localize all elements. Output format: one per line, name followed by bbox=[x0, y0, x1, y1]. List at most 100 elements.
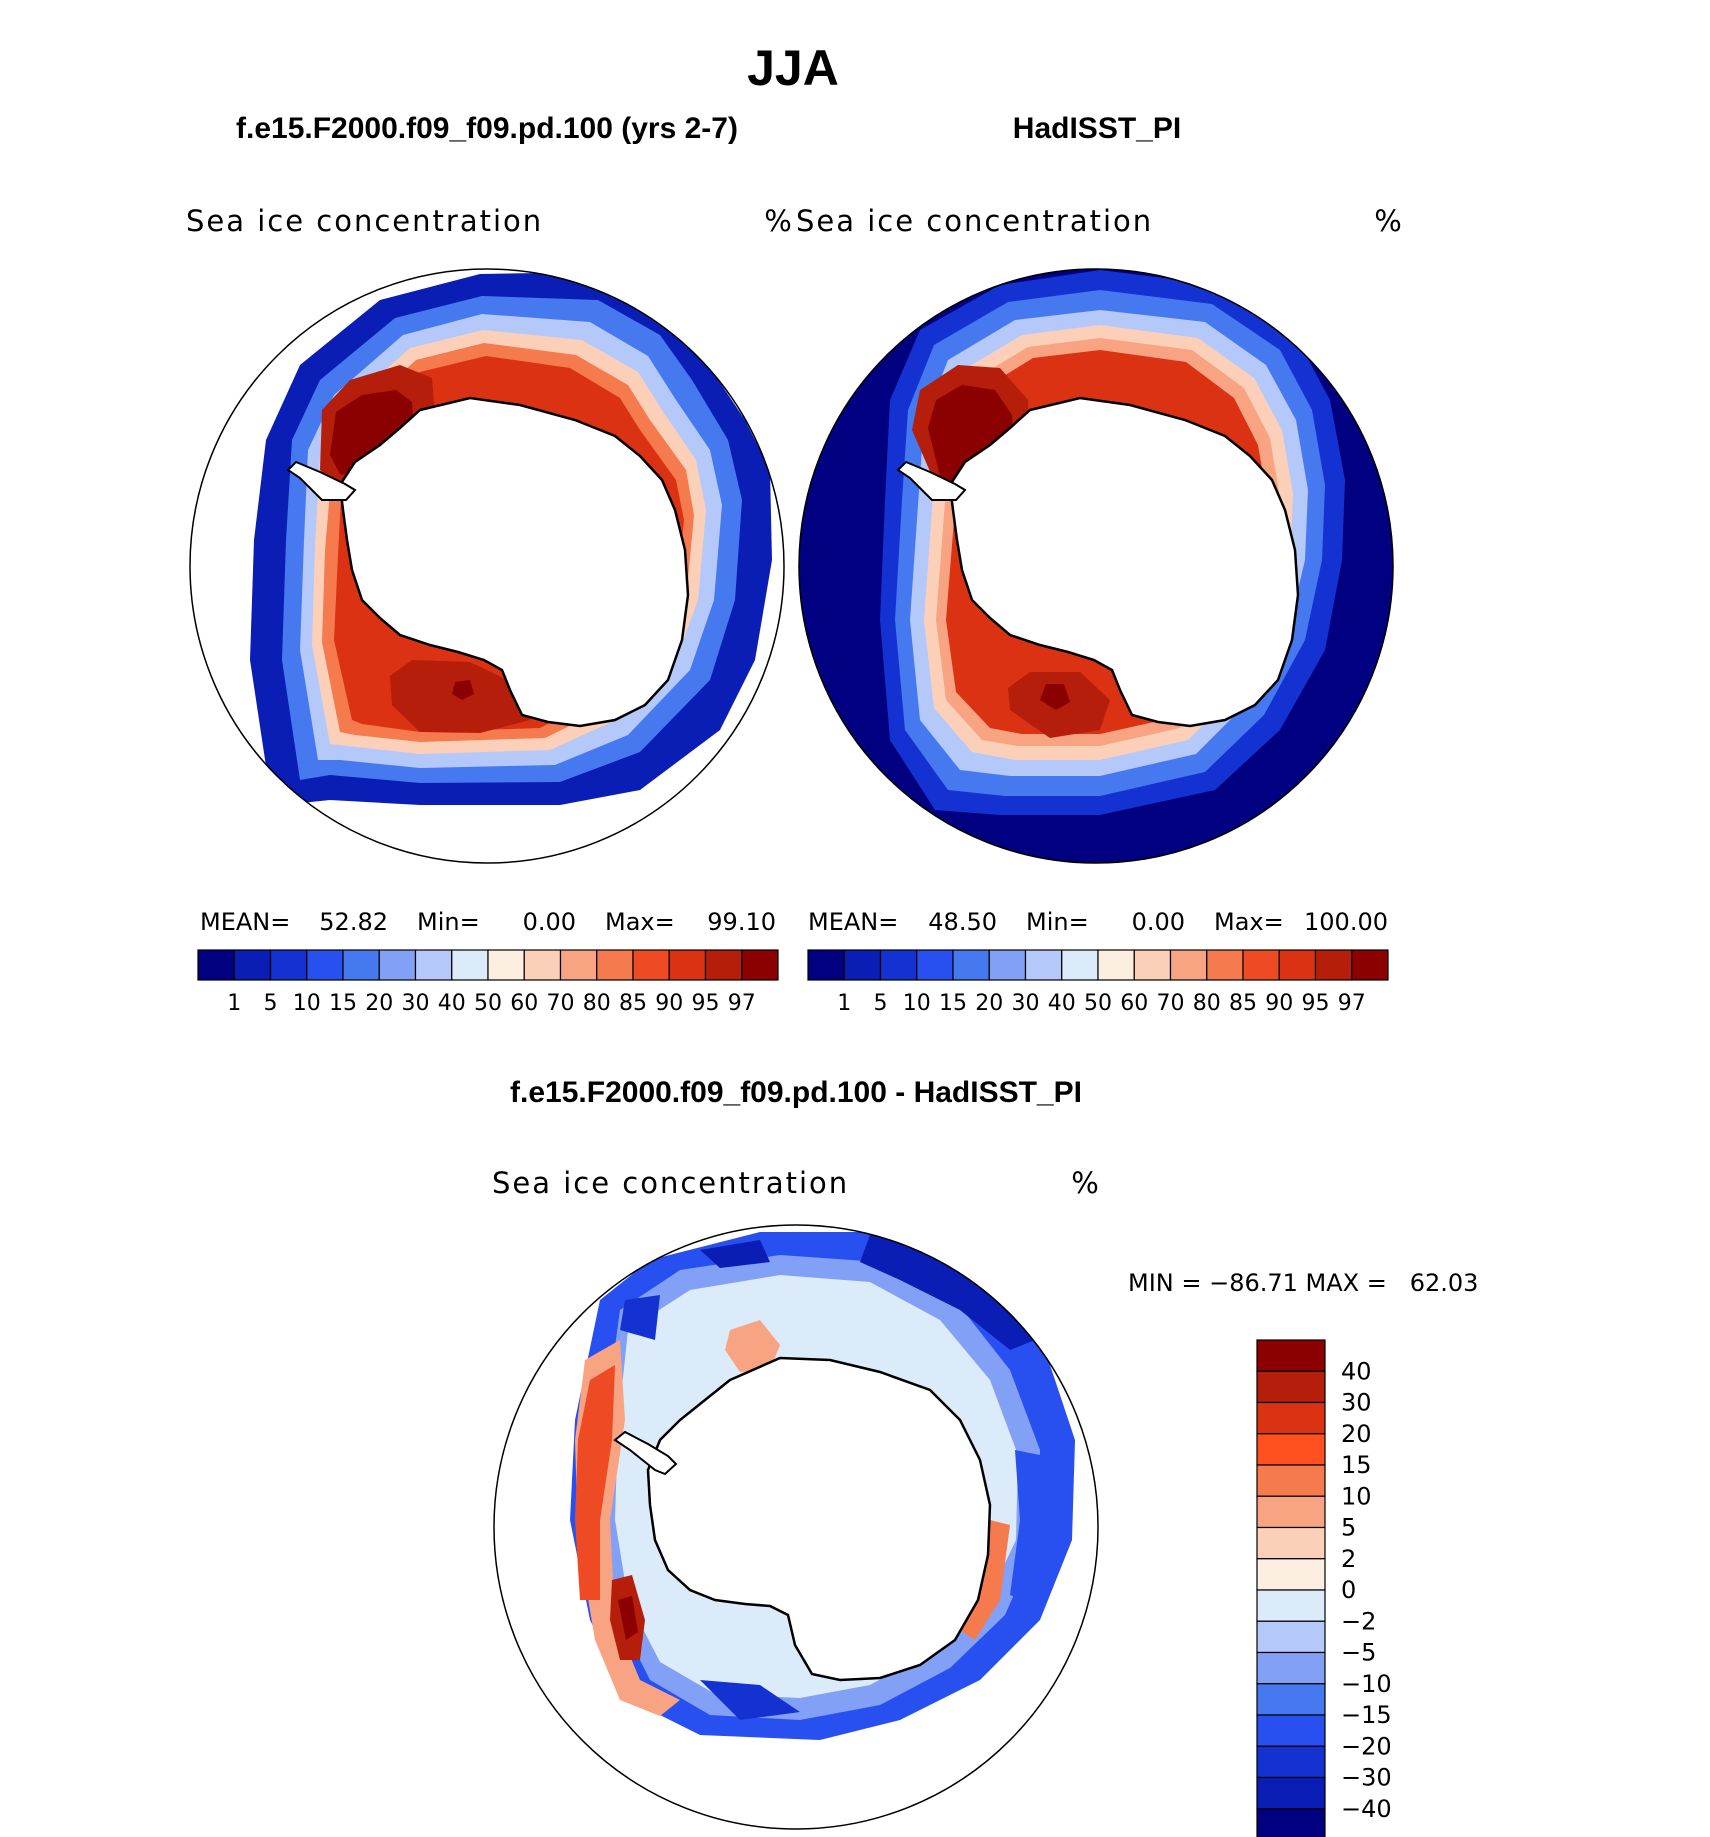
diff-colorbar-swatch bbox=[1256, 1495, 1326, 1529]
diff-colorbar-tick-label: −5 bbox=[1341, 1639, 1376, 1667]
panel-b-map-boundary bbox=[798, 268, 1394, 864]
panel-a-colorbar-tick-label: 5 bbox=[264, 991, 278, 1016]
figure-title: JJA bbox=[747, 40, 839, 96]
panel-b-colorbar-tick-label: 97 bbox=[1338, 991, 1366, 1016]
panel-b-colorbar-swatch bbox=[1169, 949, 1208, 981]
panel-b-colorbar-swatch bbox=[1061, 949, 1099, 981]
panel-b-mean-value: 48.50 bbox=[928, 908, 997, 936]
diff-colorbar-swatch bbox=[1256, 1558, 1326, 1591]
diff-colorbar-swatch bbox=[1256, 1651, 1326, 1685]
diff-map bbox=[493, 1224, 1099, 1830]
panel-a-colorbar-tick-label: 50 bbox=[474, 991, 502, 1016]
panel-a-variable: Sea ice concentration bbox=[186, 204, 543, 238]
panel-a-colorbar-tick-label: 10 bbox=[293, 991, 321, 1016]
diff-colorbar-swatch bbox=[1256, 1339, 1326, 1372]
diff-colorbar-swatch bbox=[1256, 1683, 1326, 1716]
diff-colorbar-tick-label: 30 bbox=[1341, 1389, 1372, 1417]
panel-a-colorbar-swatch bbox=[632, 949, 670, 981]
diff-colorbar-swatch bbox=[1256, 1620, 1326, 1654]
panel-a-colorbar-swatch bbox=[306, 949, 344, 981]
panel-b-variable: Sea ice concentration bbox=[796, 204, 1153, 238]
panel-a-colorbar-tick-label: 90 bbox=[655, 991, 683, 1016]
panel-b-max-label: Max= bbox=[1214, 908, 1284, 936]
diff-continent bbox=[646, 1356, 992, 1682]
panel-a-max-label: Max= bbox=[605, 908, 675, 936]
diff-colorbar-tick-label: 10 bbox=[1341, 1482, 1372, 1510]
panel-a-colorbar-tick-label: 40 bbox=[438, 991, 466, 1016]
panel-b-min-label: Min= bbox=[1026, 908, 1089, 936]
panel-a-map bbox=[189, 268, 785, 864]
panel-b-min-value: 0.00 bbox=[1132, 908, 1185, 936]
panel-a-colorbar-swatch bbox=[523, 949, 562, 981]
panel-a-colorbar-swatch bbox=[378, 949, 417, 981]
diff-colorbar-swatch bbox=[1256, 1526, 1326, 1560]
panel-a-colorbar-tick-label: 30 bbox=[402, 991, 430, 1016]
panel-a-colorbar-swatch bbox=[704, 949, 743, 981]
panel-a-colorbar-swatch bbox=[596, 949, 634, 981]
panel-a-colorbar-tick-label: 1 bbox=[227, 991, 241, 1016]
diff-colorbar-swatch bbox=[1256, 1745, 1326, 1779]
panel-a-colorbar-swatch bbox=[741, 949, 779, 981]
diff-colorbar-swatch bbox=[1256, 1433, 1326, 1466]
panel-b-colorbar-swatch bbox=[879, 949, 918, 981]
panel-a-title: f.e15.F2000.f09_f09.pd.100 (yrs 2-7) bbox=[236, 112, 738, 145]
diff-colorbar-tick-label: 15 bbox=[1341, 1451, 1372, 1479]
panel-b-colorbar-tick-label: 85 bbox=[1229, 991, 1257, 1016]
panel-a-colorbar-tick-label: 70 bbox=[547, 991, 575, 1016]
diff-colorbar-tick-label: 0 bbox=[1341, 1576, 1356, 1604]
panel-b-colorbar-tick-label: 10 bbox=[903, 991, 931, 1016]
diff-units: % bbox=[1071, 1166, 1099, 1200]
panel-b-colorbar-swatch bbox=[1133, 949, 1172, 981]
diff-title: f.e15.F2000.f09_f09.pd.100 - HadISST_PI bbox=[510, 1076, 1082, 1109]
panel-b-map bbox=[798, 268, 1394, 864]
panel-a-min-value: 0.00 bbox=[523, 908, 576, 936]
panel-b-colorbar-tick-label: 80 bbox=[1193, 991, 1221, 1016]
panel-b-colorbar-tick-label: 30 bbox=[1012, 991, 1040, 1016]
diff-map-boundary bbox=[493, 1224, 1099, 1830]
panel-b-units: % bbox=[1374, 204, 1402, 238]
panel-b-max-value: 100.00 bbox=[1304, 908, 1388, 936]
diff-colorbar-tick-label: 2 bbox=[1341, 1545, 1356, 1573]
panel-b-colorbar-tick-label: 60 bbox=[1120, 991, 1148, 1016]
panel-b-colorbar-swatch bbox=[1097, 949, 1135, 981]
diff-colorbar-tick-label: −10 bbox=[1341, 1670, 1392, 1698]
panel-a-colorbar-swatch bbox=[559, 949, 598, 981]
panel-b-colorbar-swatch bbox=[843, 949, 882, 981]
panel-a-continent bbox=[338, 396, 690, 728]
diff-colorbar-tick-label: −30 bbox=[1341, 1764, 1392, 1792]
panel-b-colorbar-swatch bbox=[1024, 949, 1063, 981]
diff-colorbar-swatch bbox=[1256, 1401, 1326, 1435]
panel-a-colorbar-tick-label: 95 bbox=[692, 991, 720, 1016]
diff-colorbar-swatch bbox=[1256, 1714, 1326, 1747]
panel-b-colorbar-swatch bbox=[1242, 949, 1280, 981]
panel-a-colorbar-tick-label: 20 bbox=[365, 991, 393, 1016]
diff-colorbar-swatch bbox=[1256, 1589, 1326, 1622]
panel-b-colorbar-tick-label: 50 bbox=[1084, 991, 1112, 1016]
panel-a-mean-value: 52.82 bbox=[319, 908, 388, 936]
panel-b-colorbar-swatch bbox=[988, 949, 1027, 981]
panel-a-colorbar-swatch bbox=[668, 949, 707, 981]
diff-colorbar-tick-label: −20 bbox=[1341, 1732, 1392, 1760]
diff-variable: Sea ice concentration bbox=[492, 1166, 849, 1200]
panel-a-colorbar-tick-label: 15 bbox=[329, 991, 357, 1016]
panel-b-colorbar: 1 5 10 15 20 30 40 50 60 70 80 85 90 95 97 bbox=[807, 949, 1389, 1016]
panel-b-colorbar-tick-label: 15 bbox=[939, 991, 967, 1016]
panel-b-mean-label: MEAN= bbox=[808, 908, 898, 936]
panel-b-colorbar-swatch bbox=[952, 949, 990, 981]
diff-peninsula bbox=[613, 1430, 678, 1476]
diff-colorbar-tick-label: 5 bbox=[1341, 1514, 1356, 1542]
panel-a-colorbar-tick-label: 80 bbox=[583, 991, 611, 1016]
diff-colorbar-tick-label: −40 bbox=[1341, 1795, 1392, 1823]
panel-a-map-boundary bbox=[189, 268, 785, 864]
diff-colorbar-swatch bbox=[1256, 1808, 1326, 1837]
panel-a-colorbar-swatch bbox=[414, 949, 453, 981]
panel-b-colorbar-tick-label: 1 bbox=[837, 991, 851, 1016]
panel-b-continent bbox=[948, 396, 1300, 728]
panel-b-colorbar-tick-label: 20 bbox=[975, 991, 1003, 1016]
panel-a-peninsula bbox=[286, 460, 357, 501]
panel-b-colorbar-tick-label: 95 bbox=[1302, 991, 1330, 1016]
panel-a-colorbar-tick-label: 60 bbox=[510, 991, 538, 1016]
panel-b-colorbar-tick-label: 40 bbox=[1048, 991, 1076, 1016]
